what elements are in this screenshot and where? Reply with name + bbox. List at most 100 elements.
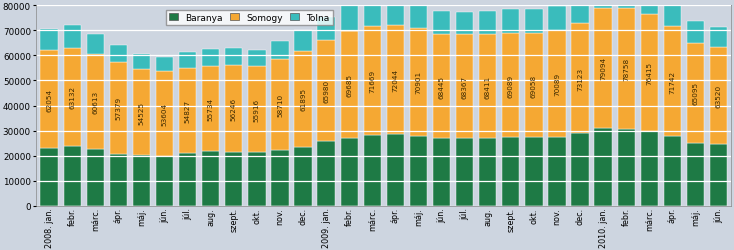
Bar [502,10,520,34]
Bar [526,138,542,206]
Bar [387,134,404,206]
Bar [202,152,219,206]
Text: 65980: 65980 [323,80,329,103]
Bar [318,142,335,206]
Text: 68411: 68411 [484,76,491,98]
Bar [433,35,450,138]
Bar [571,0,589,24]
Bar [363,27,381,135]
Bar [617,9,635,129]
Bar [202,67,219,152]
Bar [318,41,335,141]
Bar [87,35,104,55]
Bar [456,12,473,35]
Bar [272,150,288,206]
Bar [641,132,658,206]
Text: 71669: 71669 [369,70,375,93]
Bar [433,12,450,35]
Bar [341,138,358,206]
Text: 70089: 70089 [554,72,560,96]
Bar [156,72,173,156]
Bar [110,63,127,154]
Bar [248,153,266,206]
Bar [687,44,704,143]
Bar [617,0,635,9]
Bar [40,51,58,148]
Bar [294,31,312,52]
Bar [479,35,496,139]
Bar [687,22,704,44]
Bar [87,55,104,150]
Bar [410,29,427,136]
Bar [341,3,358,32]
Text: 55734: 55734 [208,98,214,121]
Text: 68445: 68445 [438,75,445,98]
Text: 56246: 56246 [230,97,237,120]
Text: 69089: 69089 [508,74,514,97]
Bar [433,138,450,206]
Text: 70901: 70901 [415,71,421,94]
Text: 72044: 72044 [393,69,399,92]
Text: 69058: 69058 [531,74,537,97]
Bar [40,148,58,206]
Bar [641,15,658,132]
Bar [479,139,496,206]
Bar [294,147,312,206]
Bar [526,10,542,34]
Bar [272,60,288,150]
Bar [410,136,427,206]
Bar [571,134,589,206]
Text: 61895: 61895 [300,88,306,111]
Text: 54827: 54827 [185,100,191,122]
Bar [664,4,681,27]
Text: 58710: 58710 [277,94,283,116]
Bar [202,50,219,67]
Bar [156,156,173,206]
Text: 53604: 53604 [161,103,167,126]
Bar [110,154,127,206]
Text: 68367: 68367 [462,76,468,98]
Bar [387,1,404,26]
Bar [64,48,81,146]
Text: 78758: 78758 [623,58,629,81]
Bar [179,153,196,206]
Bar [502,138,520,206]
Bar [548,7,566,31]
Text: 69685: 69685 [346,74,352,96]
Bar [410,4,427,29]
Bar [502,34,520,138]
Bar [133,70,150,156]
Bar [363,1,381,27]
Bar [179,53,196,69]
Bar [156,58,173,72]
Bar [595,0,611,8]
Text: 60613: 60613 [92,91,98,114]
Legend: Baranya, Somogy, Tolna: Baranya, Somogy, Tolna [166,11,333,26]
Bar [363,135,381,206]
Bar [40,30,58,51]
Bar [710,48,727,144]
Text: 65095: 65095 [692,82,699,105]
Bar [479,12,496,35]
Bar [133,156,150,206]
Bar [110,46,127,63]
Bar [64,26,81,48]
Bar [664,137,681,206]
Bar [641,0,658,15]
Bar [595,128,611,206]
Bar [710,28,727,48]
Bar [548,137,566,206]
Bar [456,35,473,139]
Text: 57379: 57379 [115,97,121,120]
Text: 71742: 71742 [669,70,675,93]
Bar [248,50,266,66]
Text: 54525: 54525 [139,101,145,124]
Bar [248,66,266,153]
Bar [664,27,681,137]
Bar [617,129,635,206]
Bar [595,8,611,128]
Bar [687,143,704,206]
Bar [133,54,150,70]
Bar [64,146,81,206]
Bar [318,18,335,41]
